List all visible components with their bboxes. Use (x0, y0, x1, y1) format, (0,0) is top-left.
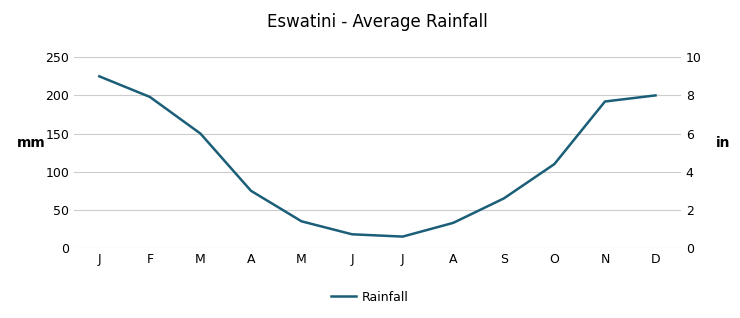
Rainfall (448, 221, 457, 225)
Rainfall (550, 162, 559, 166)
Line: Rainfall: Rainfall (99, 76, 656, 237)
Rainfall (196, 132, 205, 135)
Y-axis label: mm: mm (17, 136, 46, 150)
Rainfall (297, 219, 306, 223)
Rainfall (398, 235, 407, 238)
Rainfall (348, 232, 357, 236)
Rainfall (246, 189, 255, 193)
Title: Eswatini - Average Rainfall: Eswatini - Average Rainfall (267, 13, 488, 31)
Rainfall (651, 93, 660, 97)
Rainfall (145, 95, 155, 99)
Y-axis label: in: in (716, 136, 730, 150)
Rainfall (601, 100, 610, 103)
Rainfall (500, 197, 508, 200)
Legend: Rainfall: Rainfall (326, 286, 414, 308)
Rainfall (95, 74, 104, 78)
